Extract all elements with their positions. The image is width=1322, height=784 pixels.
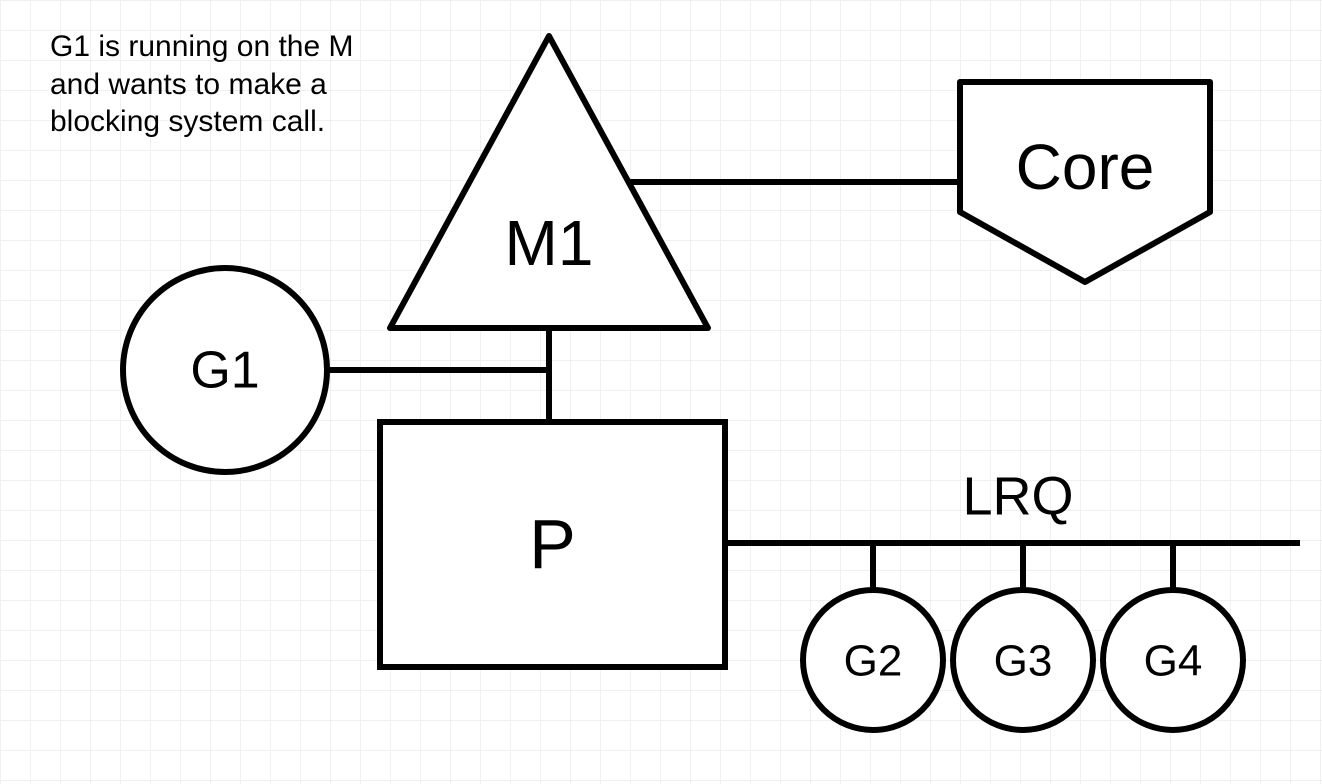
node-core-label: Core bbox=[1016, 131, 1155, 203]
node-g4-label: G4 bbox=[1144, 637, 1203, 686]
diagram-canvas: M1 Core P G1 LRQ G2 G3 G4 bbox=[0, 0, 1322, 784]
node-m1-label: M1 bbox=[505, 207, 594, 279]
node-g3-label: G3 bbox=[994, 637, 1053, 686]
node-g1-label: G1 bbox=[190, 342, 259, 400]
node-p-label: P bbox=[529, 505, 576, 583]
node-g2-label: G2 bbox=[844, 637, 903, 686]
lrq-label: LRQ bbox=[962, 466, 1073, 526]
